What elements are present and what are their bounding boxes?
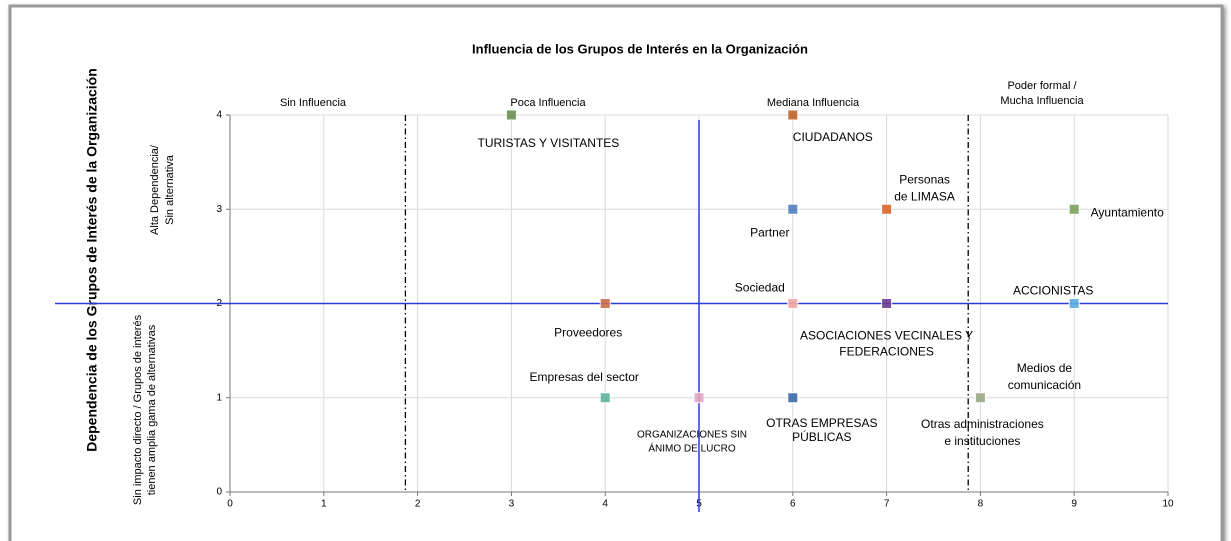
x-tick-label: 9 <box>1071 499 1077 510</box>
y-band-label: tienen amplia gama de alternativas <box>146 324 158 495</box>
point-label: CIUDADANOS <box>793 130 873 144</box>
y-band-label: Alta Dependencia/ <box>149 144 161 235</box>
y-axis-title: Dependencia de los Grupos de Interés de … <box>84 68 100 452</box>
point-label: Empresas del sector <box>530 370 639 384</box>
point-label: de LIMASA <box>894 189 955 203</box>
x-tick-label: 2 <box>415 499 421 510</box>
point <box>787 109 799 121</box>
x-tick-label: 0 <box>227 499 233 510</box>
zone-label: Poca Influencia <box>510 97 586 109</box>
point <box>1068 298 1080 309</box>
y-band-label: Sin impacto directo / Grupos de interés <box>132 314 144 505</box>
y-tick-label: 0 <box>216 487 222 498</box>
zone-label: Mediana Influencia <box>767 97 860 109</box>
point-label: e instituciones <box>944 434 1020 448</box>
annotation: comunicación <box>1008 378 1081 392</box>
y-tick-label: 1 <box>216 392 222 403</box>
x-tick-label: 6 <box>790 499 796 510</box>
point <box>787 392 799 404</box>
point-label: FEDERACIONES <box>839 345 934 359</box>
y-tick-label: 3 <box>216 204 222 215</box>
point-label: Partner <box>750 225 789 239</box>
y-band-label: Sin alternativa <box>164 154 176 225</box>
point <box>787 298 799 309</box>
zone-label: Mucha Influencia <box>1000 95 1084 107</box>
point <box>881 298 893 309</box>
point <box>1068 203 1080 215</box>
y-tick-label: 4 <box>216 110 222 121</box>
point-label: ÁNIMO DE LUCRO <box>648 441 735 454</box>
annotation: Medios de <box>1017 361 1073 375</box>
point <box>693 392 705 404</box>
x-tick-label: 1 <box>321 499 327 510</box>
point-label: Sociedad <box>735 281 785 295</box>
point-label: ORGANIZACIONES SIN <box>637 429 747 440</box>
point-label: ASOCIACIONES VECINALES Y <box>800 329 973 343</box>
point <box>787 203 799 215</box>
chart-frame <box>8 4 1224 541</box>
x-tick-label: 8 <box>978 499 984 510</box>
point-label: Proveedores <box>554 326 622 340</box>
x-tick-label: 7 <box>884 499 890 510</box>
point <box>881 203 893 215</box>
point <box>505 109 517 121</box>
x-tick-label: 10 <box>1162 499 1174 510</box>
zone-label: Sin Influencia <box>280 97 347 109</box>
chart-title: Influencia de los Grupos de Interés en l… <box>472 41 808 56</box>
point-label: OTRAS EMPRESAS <box>766 416 877 430</box>
point-label: Personas <box>899 172 950 186</box>
x-tick-label: 4 <box>602 499 608 510</box>
zone-label: Poder formal / <box>1007 80 1077 92</box>
point-label: ACCIONISTAS <box>1013 284 1093 298</box>
point-label: Ayuntamiento <box>1091 205 1164 219</box>
point <box>599 392 611 404</box>
point-label: TURISTAS Y VISITANTES <box>477 136 619 150</box>
point-label: Otras administraciones <box>921 417 1044 431</box>
point <box>974 392 986 404</box>
x-tick-label: 3 <box>509 499 515 510</box>
point <box>599 298 611 309</box>
point-label: PÚBLICAS <box>792 429 851 444</box>
